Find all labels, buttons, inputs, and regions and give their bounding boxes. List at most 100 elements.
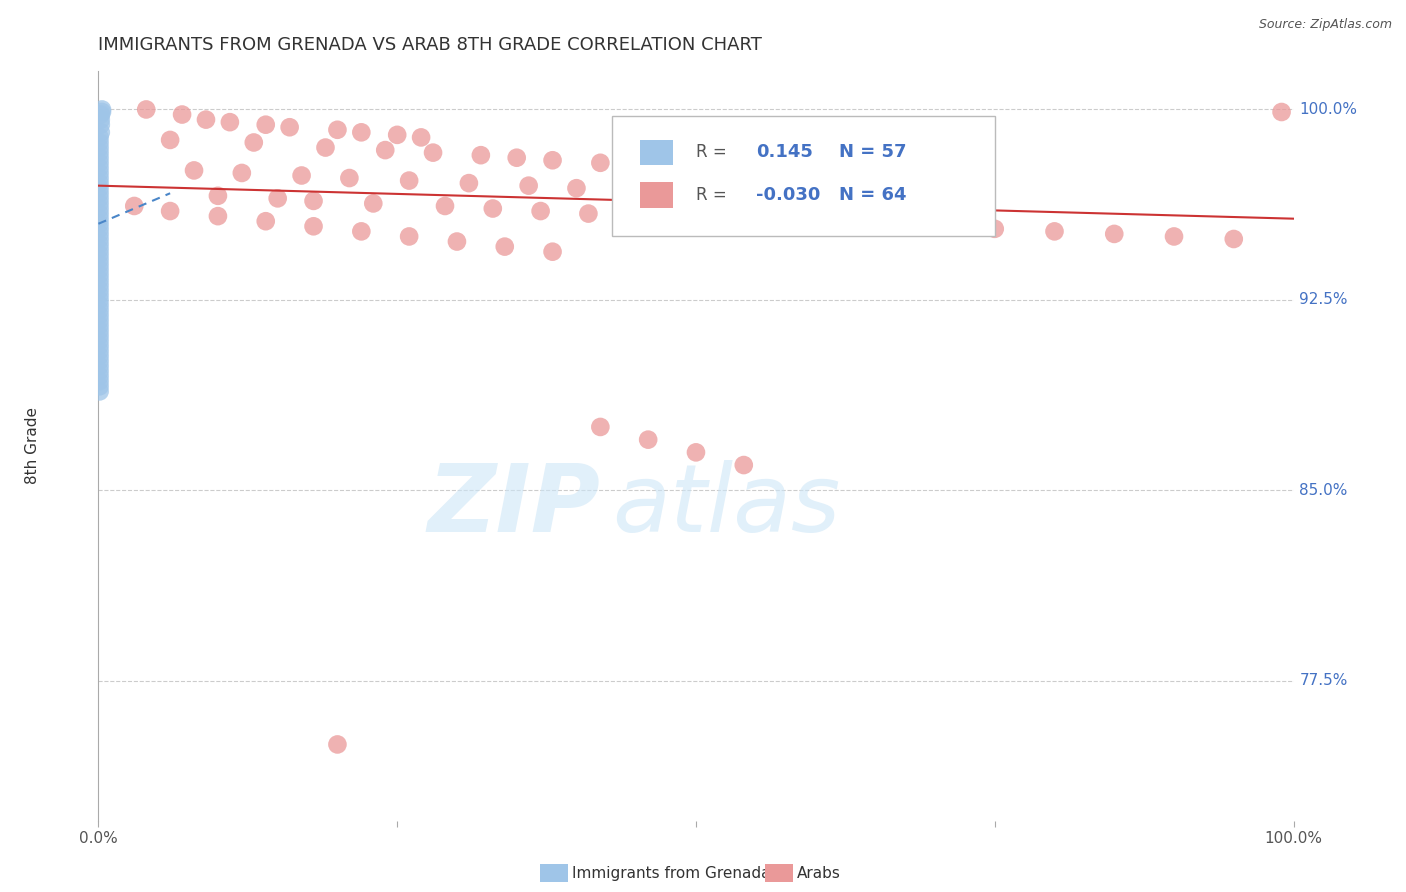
Text: Arabs: Arabs	[797, 866, 841, 880]
Point	[207, 209, 229, 223]
Point	[481, 202, 505, 216]
Point	[219, 115, 242, 129]
Point	[350, 125, 373, 139]
Point	[89, 288, 111, 302]
Point	[89, 211, 111, 226]
Text: 100.0%: 100.0%	[1299, 102, 1358, 117]
Point	[374, 143, 396, 157]
Point	[89, 303, 111, 318]
Text: ZIP: ZIP	[427, 460, 600, 552]
Point	[541, 153, 564, 168]
Point	[90, 107, 112, 121]
Point	[363, 196, 385, 211]
Point	[89, 277, 111, 292]
Point	[433, 199, 456, 213]
Point	[422, 145, 444, 160]
Point	[89, 293, 111, 307]
Point	[983, 222, 1005, 236]
Text: 85.0%: 85.0%	[1299, 483, 1348, 498]
Point	[90, 118, 112, 132]
Point	[89, 252, 111, 267]
Point	[91, 103, 114, 117]
Point	[243, 136, 266, 150]
Point	[589, 156, 612, 170]
Text: -0.030: -0.030	[756, 186, 820, 204]
Point	[89, 369, 111, 384]
Point	[278, 120, 301, 135]
Point	[470, 148, 492, 162]
Text: 92.5%: 92.5%	[1299, 293, 1348, 308]
Text: 77.5%: 77.5%	[1299, 673, 1348, 689]
Text: Immigrants from Grenada: Immigrants from Grenada	[572, 866, 770, 880]
Point	[89, 379, 111, 393]
Point	[804, 214, 827, 228]
Point	[733, 458, 755, 472]
Point	[89, 298, 111, 312]
Point	[89, 242, 111, 256]
Point	[89, 176, 111, 190]
Point	[89, 339, 111, 353]
Point	[90, 112, 112, 127]
Point	[1222, 232, 1246, 246]
Point	[159, 133, 181, 147]
Point	[589, 420, 612, 434]
Point	[89, 186, 111, 201]
Text: R =: R =	[696, 186, 733, 204]
Point	[135, 103, 157, 117]
Point	[183, 163, 205, 178]
Point	[89, 272, 111, 286]
Point	[302, 194, 325, 208]
Point	[89, 202, 111, 216]
Point	[89, 354, 111, 368]
Point	[89, 161, 111, 175]
Point	[89, 268, 111, 282]
Point	[89, 227, 111, 241]
Point	[89, 262, 111, 277]
Point	[231, 166, 253, 180]
Point	[337, 171, 360, 186]
Point	[315, 140, 337, 154]
Point	[172, 107, 194, 121]
Text: 0.145: 0.145	[756, 144, 813, 161]
Point	[89, 308, 111, 322]
Point	[89, 328, 111, 343]
Point	[506, 151, 529, 165]
Text: IMMIGRANTS FROM GRENADA VS ARAB 8TH GRADE CORRELATION CHART: IMMIGRANTS FROM GRENADA VS ARAB 8TH GRAD…	[98, 36, 762, 54]
FancyBboxPatch shape	[640, 182, 673, 208]
Point	[89, 364, 111, 378]
Point	[89, 171, 111, 186]
Text: Source: ZipAtlas.com: Source: ZipAtlas.com	[1258, 18, 1392, 31]
Point	[89, 145, 111, 160]
Point	[124, 199, 146, 213]
Point	[89, 343, 111, 358]
Point	[89, 156, 111, 170]
Point	[398, 173, 420, 187]
FancyBboxPatch shape	[612, 116, 994, 236]
Point	[326, 122, 349, 136]
FancyBboxPatch shape	[640, 139, 673, 165]
Point	[446, 235, 468, 249]
Text: atlas: atlas	[612, 460, 841, 551]
Point	[89, 206, 111, 220]
Point	[385, 128, 409, 142]
Point	[745, 211, 768, 226]
Point	[89, 334, 111, 348]
Point	[1163, 229, 1185, 244]
Text: N = 57: N = 57	[839, 144, 907, 161]
Point	[517, 178, 540, 193]
Point	[89, 323, 111, 337]
Point	[89, 232, 111, 246]
Point	[89, 136, 111, 150]
Point	[89, 217, 111, 231]
Point	[350, 224, 373, 238]
Point	[302, 219, 325, 234]
Point	[685, 209, 707, 223]
Point	[89, 313, 111, 327]
Point	[89, 247, 111, 261]
Point	[89, 257, 111, 271]
Point	[1043, 224, 1066, 238]
Point	[326, 738, 349, 752]
Point	[613, 184, 636, 198]
Point	[1102, 227, 1125, 241]
Point	[89, 140, 111, 154]
